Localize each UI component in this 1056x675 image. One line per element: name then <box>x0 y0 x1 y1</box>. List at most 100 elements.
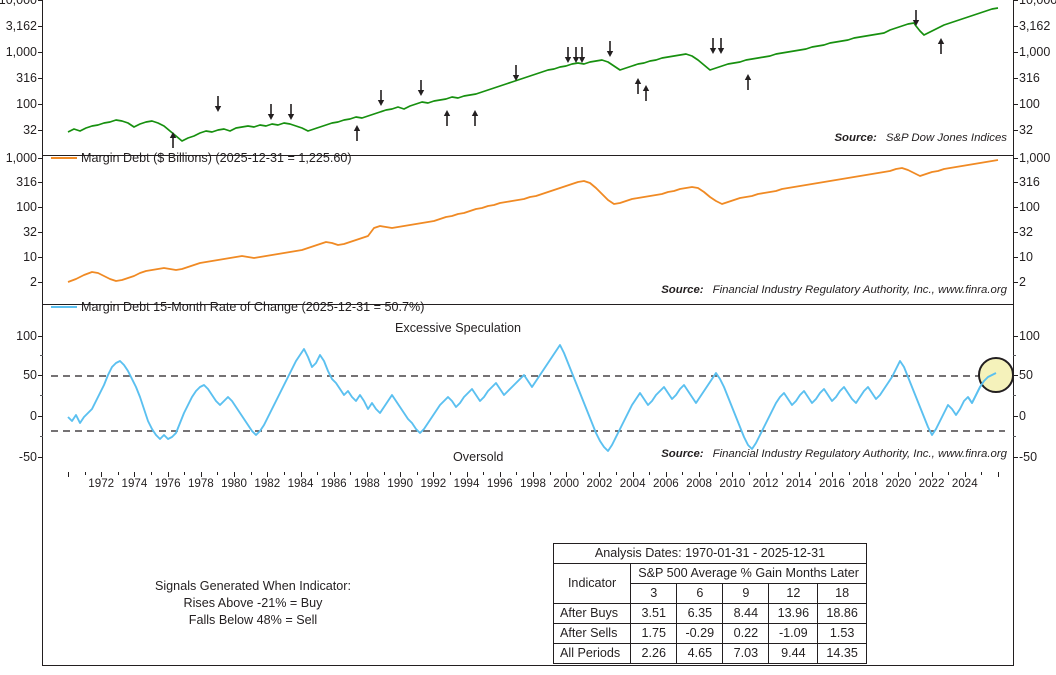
x-axis-tick <box>848 472 850 475</box>
x-axis-tick <box>499 472 501 477</box>
sp500-ytick-left-2: 1,000 <box>5 45 37 59</box>
analysis-table-indicator-header: Indicator <box>552 563 632 604</box>
roc-line-top <box>967 372 997 404</box>
x-axis-tick <box>416 472 418 475</box>
source-label-margin-debt: Source: <box>661 284 704 296</box>
x-axis-tick <box>699 472 701 477</box>
all-periods-3: 2.26 <box>630 643 678 664</box>
after-sells-9: 0.22 <box>722 623 770 644</box>
table-row: All Periods 2.26 4.65 7.03 9.44 14.35 <box>552 643 867 664</box>
source-text-sp500: S&P Dow Jones Indices <box>885 132 1007 144</box>
analysis-month-header-6: 6 <box>676 583 724 604</box>
signals-legend: Signals Generated When Indicator: Rises … <box>108 578 398 629</box>
x-axis-tick <box>865 472 867 477</box>
source-text-roc: Financial Industry Regulatory Authority,… <box>712 448 1007 460</box>
md-ytick-right-5: 2 <box>1019 275 1026 289</box>
analysis-row-label-after-buys: After Buys <box>552 603 632 624</box>
x-axis-label-1978: 1978 <box>187 477 214 490</box>
x-axis-tick <box>200 472 202 477</box>
x-axis-label-2006: 2006 <box>652 477 679 490</box>
legend-margin-debt: Margin Debt ($ Billions) (2025-12-31 = 1… <box>51 151 352 165</box>
x-axis-label-1998: 1998 <box>520 477 546 490</box>
annotation-excessive-speculation: Excessive Speculation <box>395 321 522 335</box>
x-axis-tick <box>267 472 269 477</box>
x-axis-label-2000: 2000 <box>553 477 580 490</box>
x-axis-tick <box>250 472 252 475</box>
legend-roc: Margin Debt 15-Month Rate of Change (202… <box>51 300 424 314</box>
after-buys-18: 18.86 <box>817 603 867 624</box>
panel-margin-debt-roc: Margin Debt 15-Month Rate of Change (202… <box>16 300 1040 472</box>
analysis-month-header-3: 3 <box>630 583 678 604</box>
x-axis-tick <box>665 472 667 477</box>
x-axis-label-1996: 1996 <box>486 477 513 490</box>
source-label-roc: Source: <box>661 448 704 460</box>
x-axis-tick <box>151 472 153 475</box>
all-periods-18: 14.35 <box>817 643 867 664</box>
x-axis-tick <box>101 472 103 477</box>
md-ytick-right-3: 32 <box>1019 225 1033 239</box>
x-axis-tick <box>333 472 335 477</box>
x-axis-label-1990: 1990 <box>387 477 414 490</box>
x-axis-tick <box>616 472 618 475</box>
x-axis-tick <box>649 472 651 475</box>
after-sells-3: 1.75 <box>630 623 678 644</box>
plot-sp500 <box>43 0 1013 155</box>
md-ytick-left-5: 2 <box>30 275 37 289</box>
x-axis-tick <box>765 472 767 477</box>
x-axis-tick <box>898 472 900 477</box>
after-buys-6: 6.35 <box>676 603 724 624</box>
x-axis-label-1974: 1974 <box>121 477 148 490</box>
x-axis-tick <box>134 472 136 477</box>
x-axis-tick <box>981 472 983 475</box>
source-sp500: Source: S&P Dow Jones Indices <box>834 132 1007 144</box>
md-ytick-left-2: 100 <box>16 200 37 214</box>
roc-series-svg <box>51 344 1013 452</box>
x-axis-tick <box>84 472 86 475</box>
x-axis-label-1992: 1992 <box>420 477 447 490</box>
x-axis-tick <box>167 472 169 477</box>
x-axis-tick <box>317 472 319 475</box>
all-periods-12: 9.44 <box>768 643 819 664</box>
md-ytick-right-1: 316 <box>1019 175 1040 189</box>
table-row: After Sells 1.75 -0.29 0.22 -1.09 1.53 <box>552 623 867 644</box>
x-axis-label-1988: 1988 <box>354 477 380 490</box>
sp500-ytick-left-4: 100 <box>16 97 37 111</box>
sp500-ytick-right-3: 316 <box>1019 71 1040 85</box>
x-axis-label-1994: 1994 <box>453 477 480 490</box>
x-axis-tick <box>68 472 69 477</box>
after-sells-12: -1.09 <box>768 623 819 644</box>
x-axis-tick <box>599 472 601 477</box>
x-axis: 1972 1974 1976 1978 1980 1982 1984 1986 1988 1990… <box>43 472 1013 498</box>
x-axis-tick <box>483 472 485 475</box>
x-axis-tick <box>466 472 468 477</box>
analysis-row-label-after-sells: After Sells <box>552 623 632 644</box>
annotation-oversold: Oversold <box>453 450 504 464</box>
after-buys-9: 8.44 <box>722 603 770 624</box>
x-axis-label-2010: 2010 <box>719 477 746 490</box>
x-axis-tick <box>566 472 568 477</box>
md-ytick-left-4: 10 <box>23 250 37 264</box>
analysis-table-group-header: S&P 500 Average % Gain Months Later <box>630 563 867 584</box>
sp500-ytick-left-5: 32 <box>23 123 37 137</box>
x-axis-label-2012: 2012 <box>752 477 779 490</box>
sp500-ytick-right-0: 10,000 <box>1019 0 1056 7</box>
x-axis-tick <box>881 472 883 475</box>
x-axis-tick <box>184 472 186 475</box>
roc-line <box>67 344 997 452</box>
after-buys-3: 3.51 <box>630 603 678 624</box>
roc-ytick-left-3: -50 <box>18 450 37 464</box>
analysis-table: Analysis Dates: 1970-01-31 - 2025-12-31 … <box>552 543 867 664</box>
analysis-table-title-row: Analysis Dates: 1970-01-31 - 2025-12-31 <box>553 543 867 564</box>
source-label-sp500: Source: <box>834 132 877 144</box>
sp500-ytick-left-3: 316 <box>16 71 37 85</box>
x-axis-label-1984: 1984 <box>287 477 314 490</box>
margin-debt-line <box>67 159 999 283</box>
x-axis-tick <box>748 472 750 475</box>
x-axis-tick <box>234 472 236 477</box>
x-axis-tick <box>931 472 933 477</box>
md-ytick-left-0: 1,000 <box>5 151 37 165</box>
sp500-ytick-right-4: 100 <box>1019 97 1040 111</box>
source-roc: Source: Financial Industry Regulatory Aut… <box>661 448 1007 460</box>
margin-debt-series-svg <box>67 159 999 283</box>
sp500-line <box>67 7 999 142</box>
